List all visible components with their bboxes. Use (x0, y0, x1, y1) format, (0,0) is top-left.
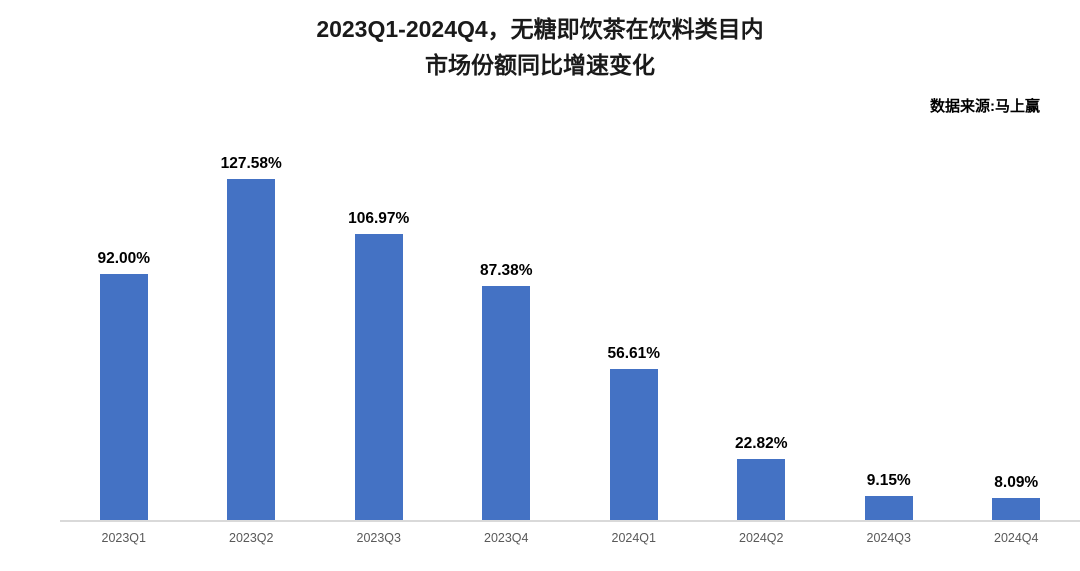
bar-value-label: 8.09% (994, 474, 1039, 492)
bar-column: 56.61% (570, 120, 698, 520)
bar-column: 9.15% (825, 120, 953, 520)
bar-value-label: 22.82% (734, 435, 788, 453)
bar (99, 274, 148, 520)
plot-area: 92.00% 127.58% 106.97% 87.38% 56.61% 22.82% 9.… (60, 120, 1080, 520)
bar-value-label: 56.61% (607, 344, 661, 362)
bar-column: 87.38% (443, 120, 571, 520)
x-axis-tick-label: 2023Q4 (484, 531, 529, 545)
bar-chart: 92.00% 127.58% 106.97% 87.38% 56.61% 22.82% 9.… (60, 120, 1080, 545)
chart-title-line1: 2023Q1-2024Q4，无糖即饮茶在饮料类目内 (316, 16, 764, 42)
bar (482, 286, 531, 520)
bar-value-label: 9.15% (866, 471, 911, 489)
bar-value-label: 87.38% (479, 262, 533, 280)
bar-value-label: 106.97% (348, 210, 410, 228)
x-axis-line (60, 520, 1080, 522)
bar-column: 92.00% (60, 120, 188, 520)
bar-column: 106.97% (315, 120, 443, 520)
bar (354, 234, 403, 520)
x-axis-tick-label: 2024Q3 (866, 531, 911, 545)
bar-column: 127.58% (188, 120, 316, 520)
x-axis-tick-label: 2023Q2 (229, 531, 274, 545)
x-axis-labels: 2023Q1 2023Q2 2023Q3 2023Q4 2024Q1 2024Q2 2024… (60, 522, 1080, 545)
chart-title: 2023Q1-2024Q4，无糖即饮茶在饮料类目内 市场份额同比增速变化 (0, 0, 1080, 83)
chart-title-line2: 市场份额同比增速变化 (425, 51, 655, 78)
bar (227, 178, 276, 520)
bar (992, 498, 1041, 520)
bar-column: 8.09% (953, 120, 1080, 520)
x-axis-tick-label: 2024Q1 (611, 531, 656, 545)
x-axis-tick-label: 2024Q2 (739, 531, 784, 545)
x-axis-tick-label: 2023Q1 (101, 531, 146, 545)
bar-column: 22.82% (698, 120, 826, 520)
bar (609, 368, 658, 520)
bar (864, 495, 913, 520)
x-axis-tick-label: 2023Q3 (356, 531, 401, 545)
data-source-label: 数据来源:马上赢 (930, 98, 1040, 115)
bar-value-label: 92.00% (97, 250, 151, 268)
x-axis-tick-label: 2024Q4 (994, 531, 1039, 545)
bar (737, 459, 786, 520)
bar-value-label: 127.58% (220, 154, 282, 172)
